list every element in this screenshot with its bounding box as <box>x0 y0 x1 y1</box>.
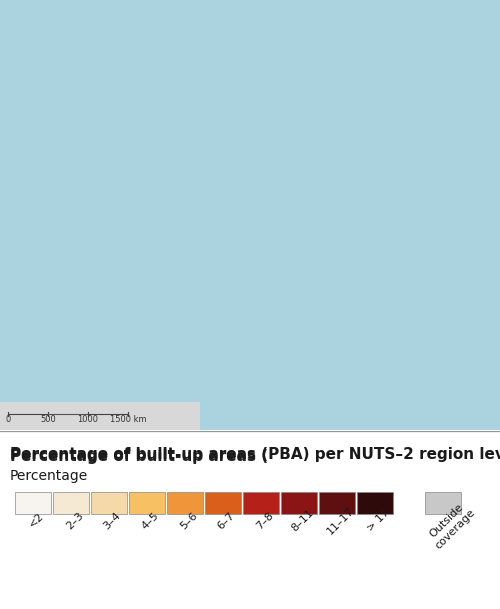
Text: 4–5: 4–5 <box>140 510 161 531</box>
Text: 6–7: 6–7 <box>216 510 237 531</box>
Text: 7–8: 7–8 <box>254 510 275 531</box>
Text: 0: 0 <box>6 415 10 424</box>
Text: 500: 500 <box>40 415 56 424</box>
Bar <box>129 492 165 514</box>
Text: Outside
coverage: Outside coverage <box>424 499 476 551</box>
Text: Percentage of built-up areas (​PBA​) per NUTS–2 region level, 2009: Percentage of built-up areas (​PBA​) per… <box>10 447 500 462</box>
Bar <box>281 492 317 514</box>
Text: 8–11: 8–11 <box>290 507 316 533</box>
Text: 11–17: 11–17 <box>325 505 356 536</box>
Text: 1000: 1000 <box>78 415 98 424</box>
Text: <2: <2 <box>27 511 46 530</box>
Bar <box>205 492 241 514</box>
Text: Percentage of built-up areas (: Percentage of built-up areas ( <box>10 449 268 464</box>
Text: 1500 km: 1500 km <box>110 415 146 424</box>
Bar <box>425 492 461 514</box>
Text: 3–4: 3–4 <box>102 510 123 531</box>
Bar <box>0 402 200 430</box>
Bar <box>357 492 393 514</box>
Bar <box>15 492 51 514</box>
Bar <box>53 492 89 514</box>
Text: > 17: > 17 <box>366 507 392 533</box>
Text: Percentage: Percentage <box>10 469 88 483</box>
Text: 2–3: 2–3 <box>64 510 85 531</box>
Bar <box>167 492 203 514</box>
Text: 5–6: 5–6 <box>178 510 199 531</box>
Bar <box>319 492 355 514</box>
Bar <box>243 492 279 514</box>
Text: Percentage of built-up areas (: Percentage of built-up areas ( <box>10 449 271 464</box>
Bar <box>91 492 127 514</box>
